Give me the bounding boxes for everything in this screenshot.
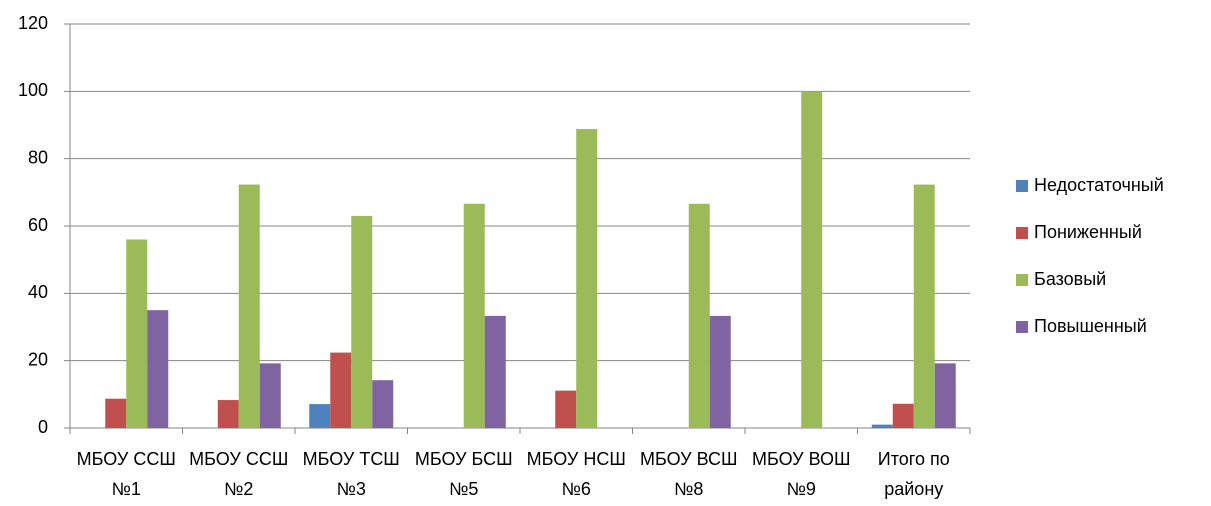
y-tick-label: 120 [18, 13, 48, 33]
x-tick-label: МБОУ ВСШ №8 [639, 449, 738, 499]
bar [709, 315, 731, 428]
legend-label: Пониженный [1034, 222, 1142, 242]
x-tick-label: МБОУ НСШ №6 [526, 449, 626, 499]
y-tick-label: 20 [28, 349, 48, 369]
bar [330, 352, 352, 428]
bar [913, 184, 935, 428]
x-tick-label: МБОУ ССШ №1 [76, 449, 176, 499]
x-tick-label: МБОУ ТСШ №3 [302, 449, 400, 499]
bar [555, 390, 577, 428]
y-tick-label: 80 [28, 147, 48, 167]
legend-label: Базовый [1034, 269, 1106, 289]
x-tick-label: МБОУ ССШ №2 [189, 449, 289, 499]
bar [309, 404, 331, 428]
bar [801, 91, 823, 428]
legend-swatch [1016, 180, 1028, 192]
bar [463, 203, 485, 428]
bar [892, 403, 914, 428]
legend-label: Повышенный [1034, 316, 1147, 336]
y-tick-label: 40 [28, 282, 48, 302]
bar [238, 184, 260, 428]
y-tick-label: 60 [28, 215, 48, 235]
bar [217, 400, 239, 428]
legend-swatch [1016, 227, 1028, 239]
bar [871, 424, 893, 428]
legend-swatch [1016, 321, 1028, 333]
bar [934, 363, 956, 428]
bar [259, 363, 281, 428]
legend-label: Недостаточный [1034, 175, 1164, 195]
bar [105, 398, 127, 428]
bar [576, 129, 598, 429]
bar [484, 315, 506, 428]
x-tick-label: МБОУ ВОШ №9 [751, 449, 851, 499]
x-tick-label: Итого по району [877, 449, 950, 499]
bar [351, 215, 373, 428]
y-tick-label: 0 [38, 417, 48, 437]
bar [688, 203, 710, 428]
bar [147, 310, 169, 428]
bar [126, 239, 148, 428]
legend-swatch [1016, 274, 1028, 286]
bar [372, 380, 394, 428]
y-tick-label: 100 [18, 80, 48, 100]
x-tick-label: МБОУ БСШ №5 [414, 449, 513, 499]
